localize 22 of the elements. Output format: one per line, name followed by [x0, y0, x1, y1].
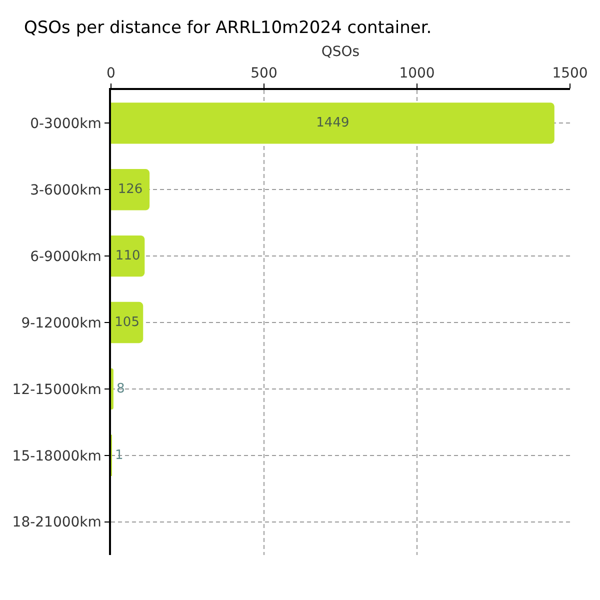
y-tick-label: 15-18000km [12, 448, 102, 464]
y-tick-label: 12-15000km [12, 382, 102, 398]
y-tick-label: 9-12000km [21, 315, 102, 332]
data-label: 1449 [316, 116, 350, 131]
data-label: 110 [115, 248, 140, 264]
chart-title: QSOs per distance for ARRL10m2024 container. [24, 18, 432, 38]
x-tick-label: 0 [106, 66, 116, 82]
bar [111, 169, 150, 210]
y-tick-label: 6-9000km [30, 248, 102, 265]
data-label: 126 [118, 182, 143, 198]
x-tick-label: 500 [250, 66, 278, 82]
y-tick-label: 18-21000km [12, 514, 102, 531]
data-label: 105 [114, 315, 140, 330]
data-label: 8 [116, 381, 125, 396]
bar [111, 302, 144, 344]
x-tick-label: 1500 [552, 66, 588, 82]
x-tick-label: 1000 [399, 66, 435, 82]
y-tick-label: 3-6000km [30, 182, 102, 199]
y-tick-label: 0-3000km [30, 116, 102, 132]
x-axis-title: QSOs [321, 44, 360, 60]
bar [111, 235, 145, 277]
bar [111, 102, 554, 144]
